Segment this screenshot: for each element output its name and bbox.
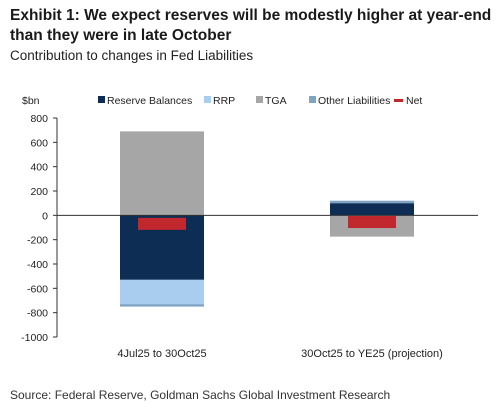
chart-subtitle: Contribution to changes in Fed Liabiliti… — [10, 48, 254, 63]
y-tick-label: -1000 — [21, 332, 48, 344]
y-tick-label: -400 — [27, 259, 48, 271]
legend-label: Reserve Balances — [107, 95, 192, 107]
legend: Reserve Balances RRP TGA Other Liabilities N… — [98, 95, 422, 107]
y-tick-label: 600 — [30, 137, 48, 149]
bars — [120, 131, 414, 307]
legend-label: RRP — [213, 95, 235, 107]
x-axis-category-labels: 4Jul25 to 30Oct25 30Oct25 to YE25 (projec… — [117, 348, 442, 360]
source-note: Source: Federal Reserve, Goldman Sachs G… — [10, 388, 391, 402]
legend-swatch — [309, 96, 316, 103]
y-tick-label: 800 — [30, 113, 48, 125]
bar-tga — [120, 131, 204, 216]
y-axis-unit-label: $bn — [22, 95, 40, 107]
legend-swatch — [204, 96, 211, 103]
chart-title: Exhibit 1: We expect reserves will be mo… — [10, 7, 492, 44]
y-tick-label: 400 — [30, 162, 48, 174]
bar-other-liabilities — [330, 200, 414, 204]
legend-label: Other Liabilities — [318, 95, 390, 107]
y-tick-label: 200 — [30, 186, 48, 198]
bar-rrp — [120, 279, 204, 305]
legend-label: TGA — [265, 95, 287, 107]
legend-label: Net — [406, 95, 422, 107]
y-tick-label: -600 — [27, 283, 48, 295]
net-marker — [138, 217, 186, 230]
bar-other-liabilities — [120, 304, 204, 307]
y-axis: 800 600 400 200 0 -200 -400 -600 -800 -1000 — [21, 113, 58, 344]
legend-swatch — [98, 96, 105, 103]
y-tick-label: -200 — [27, 235, 48, 247]
x-category-label: 4Jul25 to 30Oct25 — [117, 348, 206, 360]
legend-swatch-net — [394, 99, 403, 102]
y-tick-label: -800 — [27, 308, 48, 320]
y-tick-label: 0 — [42, 210, 48, 222]
bar-reserve-balances — [330, 203, 414, 216]
legend-swatch — [256, 96, 263, 103]
net-marker — [348, 216, 396, 229]
x-category-label: 30Oct25 to YE25 (projection) — [301, 348, 443, 360]
